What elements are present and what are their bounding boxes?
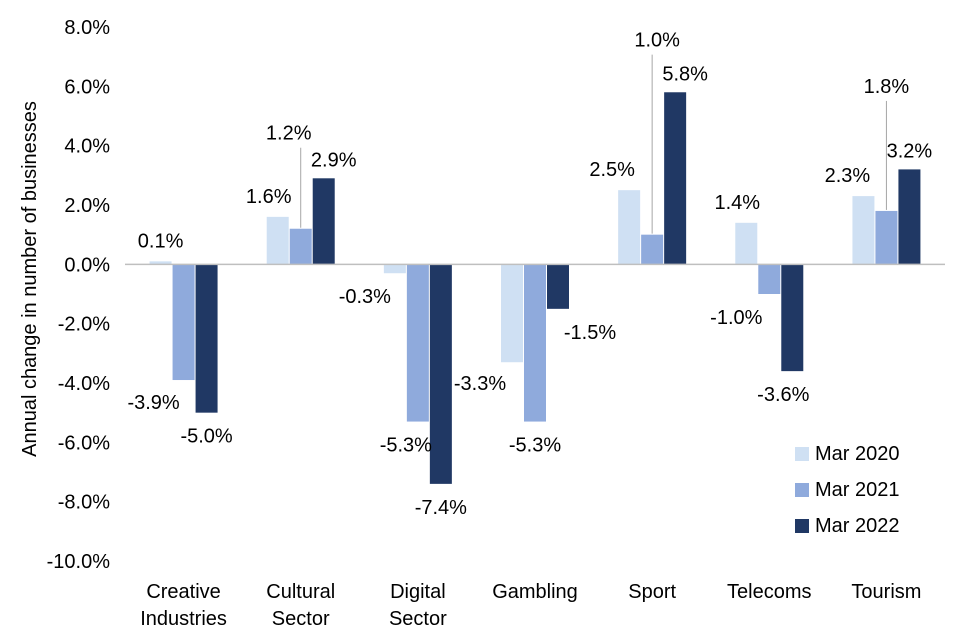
data-label-mar-2022-3: -1.5% <box>564 322 616 344</box>
data-label-mar-2021-4: 1.0% <box>634 30 680 52</box>
y-tick-label: -4.0% <box>58 373 110 395</box>
bar-mar-2020-6 <box>852 196 875 265</box>
bar-mar-2022-6 <box>898 169 921 265</box>
data-label-mar-2022-0: -5.0% <box>180 426 232 448</box>
category-label: Creative <box>146 581 220 603</box>
data-labels: 0.1% -3.9%-5.0% 1.6% 1.2% 2.9% -0.3% -5.3% -7.4… <box>127 30 932 519</box>
bar-mar-2021-3 <box>524 264 546 422</box>
data-label-mar-2020-0: 0.1% <box>138 230 184 252</box>
label-leader-lines <box>300 54 887 234</box>
legend: Mar 2020 Mar 2021 Mar 2022 <box>795 443 900 537</box>
data-label-mar-2021-0: -3.9% <box>127 392 179 414</box>
data-label-mar-2022-6: 3.2% <box>887 140 933 162</box>
category-label: Tourism <box>851 581 921 603</box>
bar-mar-2022-0 <box>195 264 218 413</box>
category-label: Industries <box>140 608 227 630</box>
legend-label: Mar 2021 <box>815 479 900 501</box>
data-label-mar-2022-5: -3.6% <box>757 384 809 406</box>
y-axis-ticks: 8.0% 6.0% 4.0% 2.0% 0.0% -2.0% -4.0% -6.0% -8.0%… <box>47 17 111 573</box>
y-tick-label: 6.0% <box>64 76 110 98</box>
category-label: Gambling <box>492 581 578 603</box>
bar-mar-2022-5 <box>781 264 804 372</box>
y-tick-label: 8.0% <box>64 17 110 39</box>
data-label-mar-2021-5: -1.0% <box>710 307 762 329</box>
bar-mar-2021-4 <box>641 234 664 265</box>
data-label-mar-2021-1: 1.2% <box>266 123 312 145</box>
data-label-mar-2020-3: -3.3% <box>454 373 506 395</box>
y-tick-label: -6.0% <box>58 432 110 454</box>
legend-label: Mar 2022 <box>815 515 900 537</box>
legend-swatch <box>795 519 809 533</box>
category-label: Sector <box>272 608 330 630</box>
legend-swatch <box>795 483 809 497</box>
category-label: Sector <box>389 608 447 630</box>
y-tick-label: 2.0% <box>64 195 110 217</box>
category-labels: Creative Industries Cultural Sector Digital S… <box>140 581 921 630</box>
data-label-mar-2020-6: 2.3% <box>825 165 871 187</box>
data-label-mar-2021-3: -5.3% <box>509 435 561 457</box>
bar-mar-2021-5 <box>758 264 781 294</box>
bar-mar-2022-1 <box>312 178 335 265</box>
y-tick-label: 4.0% <box>64 136 110 158</box>
y-tick-label: -8.0% <box>58 492 110 514</box>
data-label-mar-2021-6: 1.8% <box>864 76 910 98</box>
y-tick-label: -10.0% <box>47 551 111 573</box>
y-axis-title: Annual change in number of businesses <box>19 101 41 457</box>
bar-mar-2021-2 <box>406 264 429 422</box>
bar-mar-2021-0 <box>172 264 195 381</box>
category-label: Telecoms <box>727 581 811 603</box>
y-tick-label: -2.0% <box>58 314 110 336</box>
data-label-mar-2022-2: -7.4% <box>415 497 467 519</box>
bar-mar-2022-3 <box>547 264 569 309</box>
category-label: Digital <box>390 581 446 603</box>
bar-mar-2022-4 <box>664 92 687 265</box>
data-label-mar-2020-5: 1.4% <box>714 192 760 214</box>
data-label-mar-2020-4: 2.5% <box>589 159 635 181</box>
legend-swatch <box>795 447 809 461</box>
category-label: Cultural <box>266 581 335 603</box>
bar-mar-2020-1 <box>266 216 289 265</box>
bar-mar-2020-4 <box>618 190 641 265</box>
bar-mar-2020-0 <box>149 261 172 265</box>
data-label-mar-2021-2: -5.3% <box>380 435 432 457</box>
bar-mar-2022-2 <box>429 264 452 484</box>
bar-mar-2020-5 <box>735 222 758 265</box>
bar-mar-2021-1 <box>289 228 312 265</box>
bars <box>149 92 921 484</box>
data-label-mar-2022-1: 2.9% <box>311 149 357 171</box>
bar-mar-2020-2 <box>383 264 406 274</box>
data-label-mar-2020-2: -0.3% <box>339 286 391 308</box>
legend-label: Mar 2020 <box>815 443 900 465</box>
data-label-mar-2022-4: 5.8% <box>662 63 708 85</box>
bar-mar-2021-6 <box>875 210 898 265</box>
data-label-mar-2020-1: 1.6% <box>246 186 292 208</box>
y-axis-title-text: Annual change in number of businesses <box>19 101 41 457</box>
category-label: Sport <box>628 581 676 603</box>
y-tick-label: 0.0% <box>64 254 110 276</box>
bar-mar-2020-3 <box>501 264 523 363</box>
